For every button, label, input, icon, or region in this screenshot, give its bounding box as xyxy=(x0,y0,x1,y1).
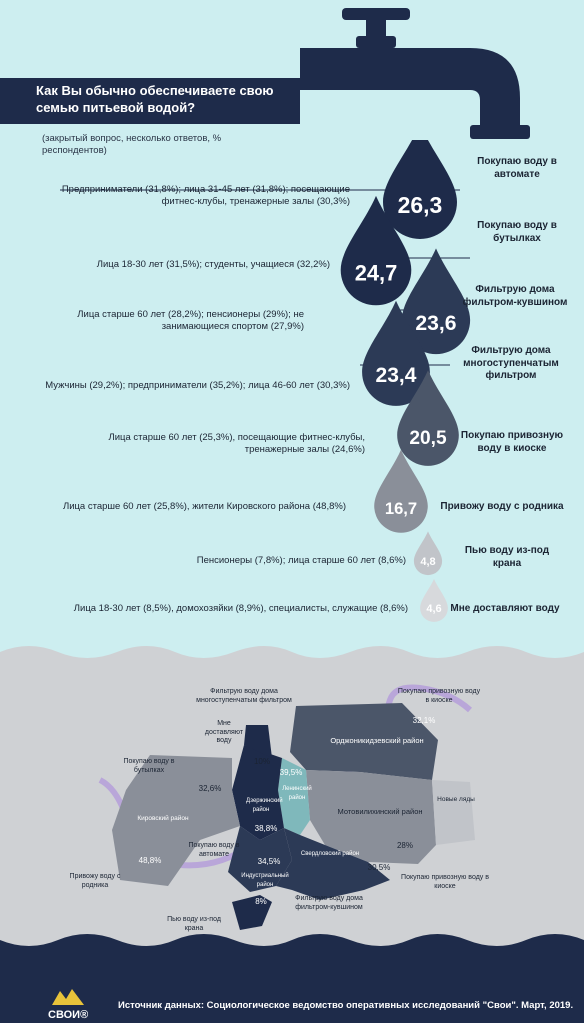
segment-text-4: Мужчины (29,2%); предприниматели (35,2%)… xyxy=(45,380,350,391)
map-name-lenin: Ленинский район xyxy=(282,786,312,801)
map-callout-1: Фильтрую воду дома многоступенчатым филь… xyxy=(196,688,292,704)
drop-1 xyxy=(383,140,457,239)
map-callout-5: Покупаю воду в автомате xyxy=(188,842,240,858)
drop-value-4: 23,4 xyxy=(376,364,417,387)
map-callout-8: Покупаю привозную воду в киоске xyxy=(397,688,481,704)
district-dostavka xyxy=(244,725,272,758)
logo-icon xyxy=(52,989,84,1005)
logo: СВОИ® xyxy=(48,1009,89,1021)
map-callout-4: Привожу воду с родника xyxy=(69,873,121,889)
title-box xyxy=(0,78,300,124)
segment-text-5: Лица старше 60 лет (25,3%), посещающие ф… xyxy=(108,432,365,455)
map-callout-6: Пью воду из-под крана xyxy=(167,916,221,932)
drops-chart: 26,3 24,7 23,6 23,4 20,5 16,7 4,8 4,6 xyxy=(60,140,471,622)
drop-value-8: 4,6 xyxy=(426,603,441,615)
drop-value-7: 4,8 xyxy=(420,556,435,568)
answer-label-6: Привожу воду с родника xyxy=(440,501,564,512)
map-name-industr: Индустриальный район xyxy=(241,873,289,888)
drop-3 xyxy=(401,248,471,355)
drop-value-1: 26,3 xyxy=(398,192,443,218)
answer-label-4: Фильтрую дома многоступенчатым фильтром xyxy=(463,345,559,381)
map-section xyxy=(0,646,584,990)
drop-value-6: 16,7 xyxy=(385,499,417,518)
faucet-icon xyxy=(300,8,530,139)
map-name-ordzh: Орджоникидзевский район xyxy=(330,736,424,745)
map-value-industr: 34,5% xyxy=(257,857,281,866)
segment-text-7: Пенсионеры (7,8%); лица старше 60 лет (8… xyxy=(196,555,406,566)
district-industrialny xyxy=(228,826,292,892)
answer-label-2: Покупаю воду в бутылках xyxy=(477,220,557,244)
map-value-kran: 8% xyxy=(255,897,267,906)
answer-label-5: Покупаю привозную воду в киоске xyxy=(460,430,564,454)
map-callout-3: Покупаю воду в бутылках xyxy=(123,758,175,774)
drop-4 xyxy=(362,300,430,406)
drop-value-5: 20,5 xyxy=(409,428,447,449)
answer-label-3: Фильтрую дома фильтром-кувшином xyxy=(462,284,568,308)
drop-value-2: 24,7 xyxy=(355,261,398,286)
drop-5 xyxy=(397,370,459,466)
map-value-ordzh: 32,1% xyxy=(412,716,436,725)
drop-value-3: 23,6 xyxy=(415,312,456,335)
drop-7 xyxy=(413,531,443,576)
footer-bar xyxy=(0,990,584,1023)
source-note: Источник данных: Социологическое ведомст… xyxy=(118,1000,574,1011)
drop-2 xyxy=(340,195,412,306)
map-value-sverdl: 30,5% xyxy=(367,863,391,872)
district-leninsky xyxy=(278,758,310,835)
map-value-butylki: 32,6% xyxy=(198,784,222,793)
map-value-motov: 28% xyxy=(396,841,413,850)
answer-label-1: Покупаю воду в автомате xyxy=(477,156,557,180)
map-callout-7: Фильтрую воду дома фильтром-кувшином xyxy=(295,895,363,911)
segment-text-1: Предприниматели (31,8%); лица 31-45 лет … xyxy=(61,184,350,207)
map-value-lenin: 39,5% xyxy=(279,768,303,777)
map-callout-2: Мне доставляют воду xyxy=(204,720,244,744)
district-sverdlovsky xyxy=(276,828,390,900)
page-subtitle: (закрытый вопрос, несколько ответов, % р… xyxy=(42,133,222,156)
map-value-dostavka: 10% xyxy=(253,757,270,766)
map-name-sverdl: Свердловский район xyxy=(300,851,360,857)
map-name-novye-lyady: Новые ляды xyxy=(437,796,475,803)
segment-text-6: Лица старше 60 лет (25,8%), жители Киров… xyxy=(62,501,346,512)
map-callout-9: Покупаю привозную воду в киоске xyxy=(401,874,489,890)
map-name-kirov: Кировский район xyxy=(137,815,189,822)
district-motovilikhinsky xyxy=(306,770,436,864)
footer-wave xyxy=(0,934,584,990)
district-novye-lyady xyxy=(432,780,475,845)
segment-text-8: Лица 18-30 лет (8,5%), домохозяйки (8,9%… xyxy=(73,603,408,614)
district-ordzhonikidzevsky xyxy=(290,703,438,780)
map-name-motov: Мотовилихинский район xyxy=(337,807,423,816)
map-value-kirov: 48,8% xyxy=(138,856,162,865)
district-dzerzhinsky xyxy=(232,745,284,840)
segment-text-3: Лица старше 60 лет (28,2%); пенсионеры (… xyxy=(77,309,304,332)
segment-text-2: Лица 18-30 лет (31,5%); студенты, учащие… xyxy=(96,259,330,270)
district-kirovsky xyxy=(112,755,240,886)
district-kran xyxy=(232,895,272,930)
drop-8 xyxy=(420,578,448,622)
map-value-dzerzh: 38,8% xyxy=(254,824,278,833)
drop-6 xyxy=(374,449,428,533)
map-name-dzerzh: Дзержинский район xyxy=(246,798,283,813)
answer-label-7: Пью воду из-под крана xyxy=(464,545,550,569)
answer-label-8: Мне доставляют воду xyxy=(450,603,560,614)
page-title: Как Вы обычно обеспечиваете свою семью п… xyxy=(36,83,274,115)
